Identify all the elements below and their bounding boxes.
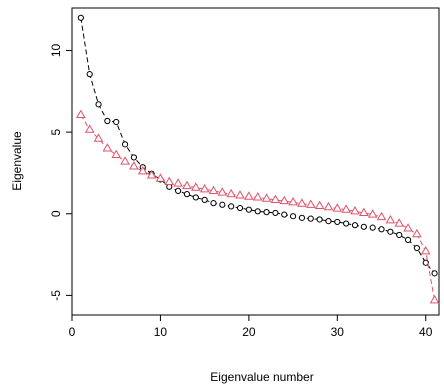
point-circle-34 [369,224,376,231]
point-triangle-20 [244,191,254,200]
point-circle-27 [307,215,314,222]
point-triangle-38 [403,223,413,232]
point-circle-1 [77,14,84,21]
point-circle-6 [121,141,129,148]
point-circle-11 [166,183,173,190]
point-circle-22 [263,209,270,216]
series-circle [77,14,438,277]
point-circle-30 [334,218,341,226]
point-triangle-21 [252,192,263,201]
point-triangle-25 [288,197,298,206]
series-triangle [76,109,440,304]
point-triangle-27 [305,199,316,208]
point-triangle-8 [137,165,148,175]
point-triangle-24 [279,195,290,205]
point-triangle-2 [84,124,95,133]
point-triangle-9 [146,170,157,179]
point-circle-38 [404,236,412,243]
point-triangle-19 [235,190,245,199]
point-circle-28 [316,216,323,223]
point-triangle-31 [341,204,351,213]
point-circle-32 [351,222,359,229]
series-layer [76,14,440,304]
y-tick-label--5: -5 [49,290,63,301]
x-tick-label-10: 10 [154,325,168,339]
point-circle-41 [431,270,438,277]
point-circle-31 [343,220,350,227]
point-triangle-29 [323,201,334,211]
point-triangle-5 [111,149,122,159]
point-circle-18 [228,203,235,210]
point-circle-29 [325,218,332,225]
point-circle-13 [183,191,191,198]
point-circle-12 [175,187,182,194]
point-triangle-17 [217,187,228,196]
point-circle-23 [272,209,279,217]
y-tick-label-0: 0 [49,210,63,217]
point-circle-25 [289,213,297,220]
point-triangle-36 [385,214,396,224]
point-circle-33 [360,223,367,230]
y-tick-label-5: 5 [49,128,63,135]
x-axis: 0 10 20 30 40 [69,315,433,339]
point-triangle-1 [76,109,86,119]
point-triangle-4 [102,143,113,152]
point-triangle-23 [270,194,281,203]
point-triangle-35 [376,211,387,221]
point-circle-35 [378,226,385,233]
point-triangle-28 [314,200,325,209]
point-triangle-40 [420,246,431,255]
point-triangle-15 [199,183,210,193]
point-triangle-18 [226,188,237,198]
point-circle-40 [422,259,429,266]
point-circle-24 [281,211,288,218]
point-circle-16 [210,200,217,207]
plot-frame [71,7,440,316]
point-circle-17 [219,201,226,208]
point-circle-37 [396,231,403,239]
point-triangle-32 [350,206,360,215]
point-triangle-16 [208,185,219,194]
point-triangle-13 [182,180,192,190]
point-circle-39 [413,244,420,252]
point-triangle-11 [164,176,175,185]
point-triangle-26 [297,198,307,207]
y-axis: -5 0 5 10 [49,43,72,301]
point-circle-2 [86,71,93,78]
point-triangle-3 [93,133,104,142]
series-line-triangle [80,114,436,301]
point-triangle-34 [367,209,378,218]
point-circle-36 [387,228,394,235]
point-circle-19 [236,204,244,212]
x-tick-label-40: 40 [419,325,433,339]
point-triangle-30 [332,203,343,212]
point-triangle-12 [173,178,183,187]
point-circle-20 [245,206,252,213]
point-triangle-41 [429,294,440,304]
point-triangle-37 [394,218,405,227]
x-tick-label-30: 30 [331,325,345,339]
point-circle-5 [113,118,120,126]
point-triangle-6 [120,156,130,165]
point-circle-7 [130,154,138,161]
point-triangle-14 [190,182,201,191]
series-line-circle [80,17,435,274]
point-circle-21 [254,208,261,215]
point-circle-3 [95,101,102,108]
point-circle-4 [104,117,111,125]
point-triangle-33 [359,207,369,217]
point-circle-15 [201,196,208,203]
point-circle-14 [192,194,199,201]
y-axis-label: Eigenvalue [10,131,24,191]
y-tick-label-10: 10 [49,43,63,57]
x-tick-label-20: 20 [242,325,256,339]
point-triangle-7 [129,161,139,170]
x-tick-label-0: 0 [69,325,76,339]
x-axis-label: Eigenvalue number [210,370,313,384]
point-triangle-39 [412,228,422,238]
point-triangle-22 [261,193,272,202]
point-triangle-10 [155,173,166,182]
point-circle-26 [298,214,306,221]
